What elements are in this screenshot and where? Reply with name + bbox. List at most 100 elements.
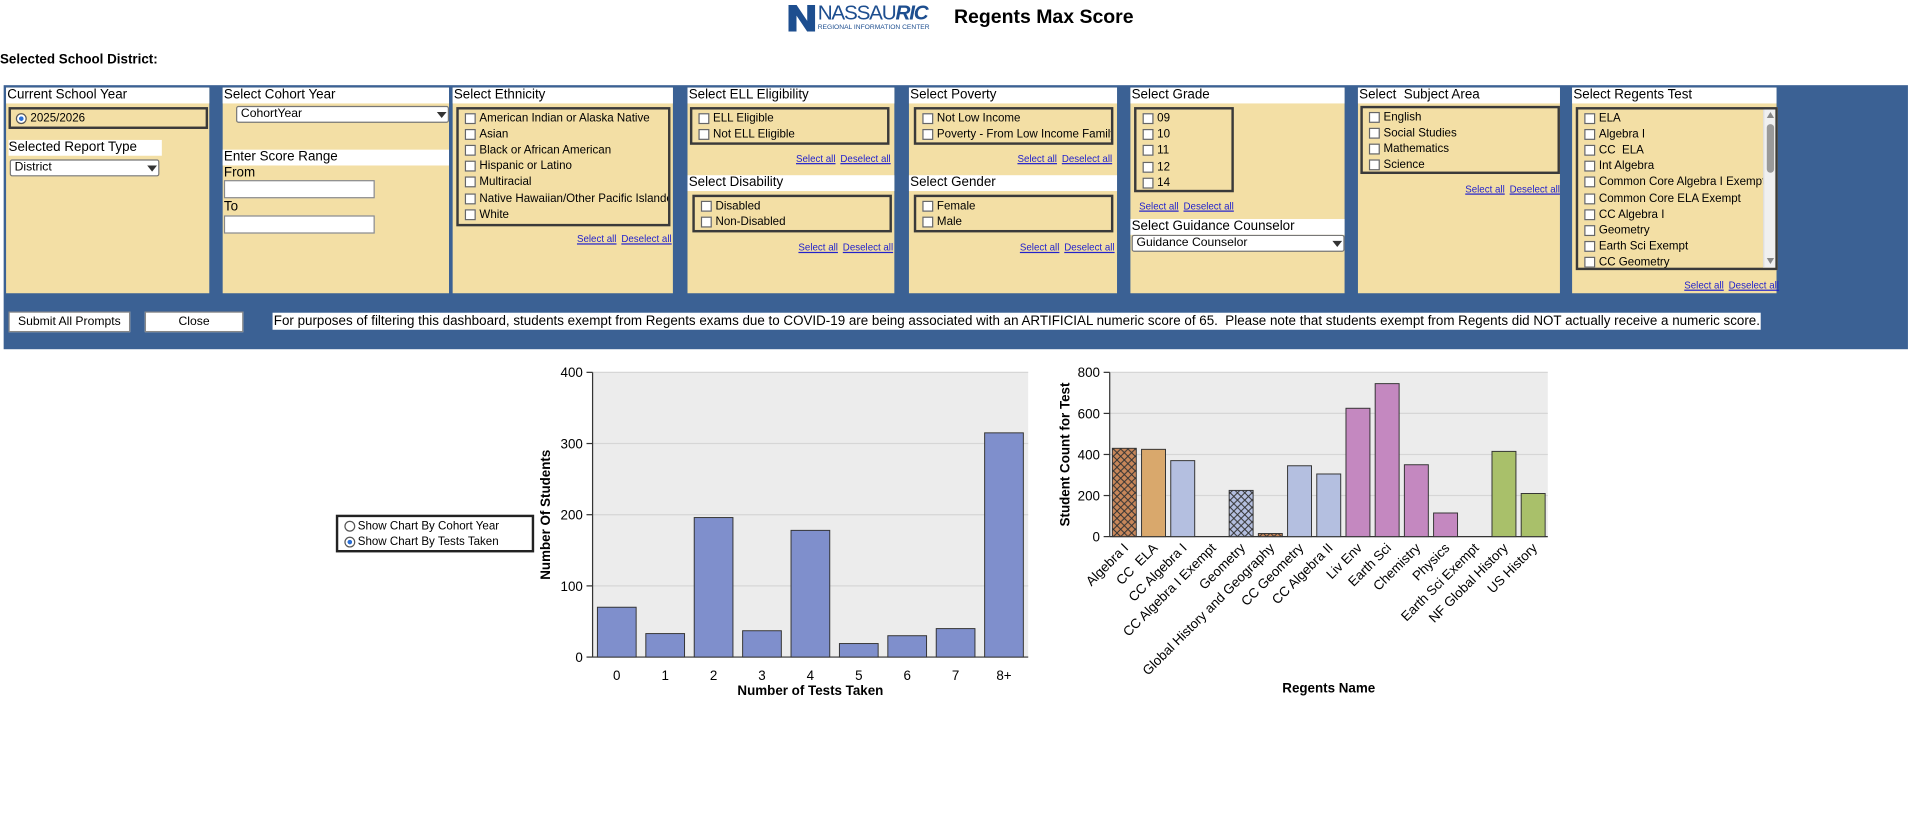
checkbox[interactable] <box>1368 143 1380 155</box>
checkbox[interactable] <box>464 129 476 141</box>
dropdown[interactable]: Guidance Counselor <box>1131 234 1345 252</box>
text-input[interactable] <box>223 215 375 234</box>
x-tick-label: 7 <box>952 668 959 683</box>
select-all-link[interactable]: Select all <box>1017 153 1057 165</box>
checkbox[interactable] <box>1142 177 1154 189</box>
bar <box>645 633 686 658</box>
select-all-link[interactable]: Select all <box>1465 183 1505 195</box>
x-tick-label: Liv Env <box>1323 540 1365 582</box>
checkbox[interactable] <box>1584 192 1596 204</box>
option-label: English <box>1383 110 1422 125</box>
checkbox[interactable] <box>1584 113 1596 125</box>
x-tick-label: 8+ <box>996 668 1011 683</box>
filter-title: Select Disability <box>687 175 895 192</box>
option-label: Not ELL Eligible <box>713 127 795 142</box>
deselect-all-link[interactable]: Deselect all <box>1061 153 1113 165</box>
option-label: CC ELA <box>1598 143 1644 158</box>
y-tick-label: 0 <box>575 650 582 665</box>
checkbox[interactable] <box>698 128 710 140</box>
checkbox[interactable] <box>464 145 476 156</box>
text-input[interactable] <box>223 180 375 199</box>
deselect-all-link[interactable]: Deselect all <box>1183 200 1234 212</box>
select-links: Select all Deselect all <box>993 242 1115 253</box>
option-label: Geometry <box>1598 223 1650 237</box>
x-tick-label: Chemistry <box>1370 540 1423 593</box>
option-label: Earth Sci Exempt <box>1598 239 1689 253</box>
radio[interactable] <box>344 520 356 532</box>
checkbox[interactable] <box>1142 145 1154 157</box>
option-label: ELA <box>1598 111 1621 126</box>
district-label: Selected School District: <box>0 52 158 67</box>
checkbox[interactable] <box>1142 113 1154 125</box>
option-label: ELL Eligible <box>713 111 774 126</box>
scrollbar[interactable] <box>1763 109 1776 268</box>
button[interactable]: Close <box>144 311 244 333</box>
checkbox[interactable] <box>1584 208 1596 220</box>
select-all-link[interactable]: Select all <box>1019 242 1060 254</box>
deselect-all-link[interactable]: Deselect all <box>621 233 672 245</box>
x-tick-label: CC ELA <box>1113 540 1160 587</box>
checkbox[interactable] <box>464 176 476 188</box>
checkbox[interactable] <box>1142 161 1154 173</box>
bar <box>790 529 831 658</box>
button[interactable]: Submit All Prompts <box>8 311 131 333</box>
filter-title: Select Ethnicity <box>452 87 673 104</box>
checkbox[interactable] <box>922 113 934 125</box>
radio-selected[interactable] <box>344 536 356 548</box>
deselect-all-link[interactable]: Deselect all <box>1509 183 1560 195</box>
checkbox[interactable] <box>922 128 934 140</box>
checkbox[interactable] <box>1142 129 1154 141</box>
dropdown[interactable]: CohortYear <box>236 105 449 123</box>
y-tick-label: 600 <box>1078 406 1100 421</box>
deselect-all-link[interactable]: Deselect all <box>1728 279 1779 291</box>
checkbox[interactable] <box>1368 127 1380 139</box>
deselect-all-link[interactable]: Deselect all <box>1064 242 1115 254</box>
checkbox[interactable] <box>464 192 476 204</box>
option-label: Common Core Algebra I Exempt <box>1598 175 1766 190</box>
x-tick-label: CC Algebra I Exempt <box>1120 540 1219 639</box>
bar <box>1316 473 1342 538</box>
option-label: Male <box>936 215 962 229</box>
radio-selected[interactable] <box>15 113 27 125</box>
checkbox[interactable] <box>1584 256 1596 268</box>
checkbox[interactable] <box>464 160 476 172</box>
deselect-all-link[interactable]: Deselect all <box>842 242 894 254</box>
checkbox[interactable] <box>464 208 476 220</box>
option-label: Show Chart By Tests Taken <box>357 535 499 549</box>
x-tick-label: Earth Sci <box>1345 540 1394 589</box>
checkbox[interactable] <box>1584 129 1596 141</box>
scroll-down <box>1766 257 1775 265</box>
checkbox[interactable] <box>922 216 934 228</box>
y-axis-title: Number Of Students <box>538 450 553 580</box>
select-all-link[interactable]: Select all <box>576 233 617 245</box>
bar <box>1520 493 1546 538</box>
bar <box>984 432 1024 658</box>
checkbox[interactable] <box>1584 224 1596 236</box>
select-all-link[interactable]: Select all <box>798 242 838 254</box>
checkbox[interactable] <box>1368 159 1380 171</box>
option-box: 09 10 11 12 14 <box>1134 107 1234 193</box>
checkbox[interactable] <box>1584 160 1596 172</box>
checkbox[interactable] <box>1368 111 1380 123</box>
filter-title: Select ELL Eligibility <box>687 87 895 104</box>
bar <box>693 517 734 658</box>
checkbox[interactable] <box>700 200 712 212</box>
checkbox[interactable] <box>464 113 476 125</box>
option-label: Show Chart By Cohort Year <box>357 519 500 533</box>
select-all-link[interactable]: Select all <box>1684 279 1724 291</box>
select-links: Select all Deselect all <box>1438 184 1560 195</box>
select-links: Select all Deselect all <box>990 153 1112 164</box>
checkbox[interactable] <box>700 216 712 228</box>
checkbox[interactable] <box>1584 176 1596 188</box>
checkbox[interactable] <box>698 113 710 125</box>
checkbox[interactable] <box>922 200 934 212</box>
checkbox[interactable] <box>1584 145 1596 156</box>
deselect-all-link[interactable]: Deselect all <box>840 153 891 165</box>
x-tick-label: CC Algebra II <box>1269 540 1336 607</box>
select-all-link[interactable]: Select all <box>1139 200 1179 212</box>
bar <box>1491 450 1517 538</box>
select-all-link[interactable]: Select all <box>795 153 836 165</box>
dropdown[interactable]: District <box>9 159 160 177</box>
checkbox[interactable] <box>1584 240 1596 252</box>
